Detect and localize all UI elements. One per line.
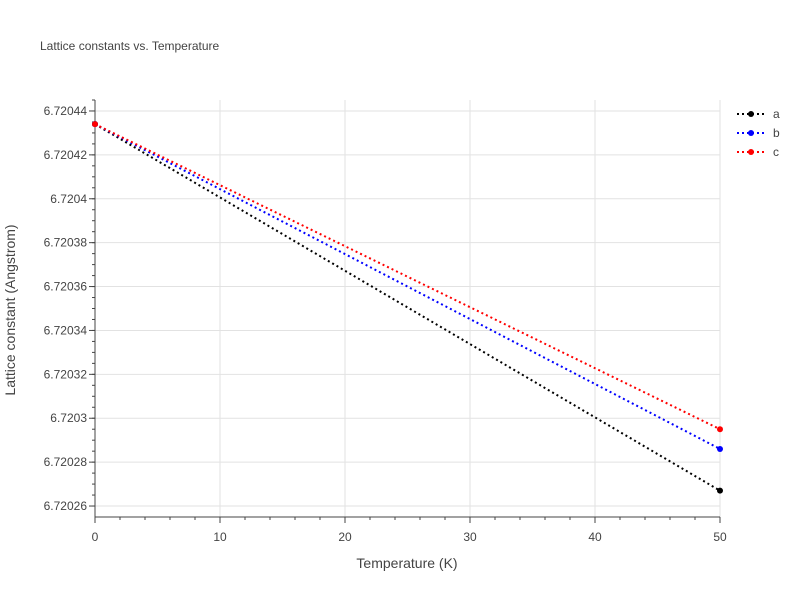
axis-layer: 0 10 20 30 40 50 6.72026 6.72028 6.7203 6.72032 6.…	[44, 99, 727, 544]
legend-swatch-marker	[748, 149, 754, 155]
data-point-c	[92, 121, 98, 128]
series-line-a	[94, 123, 721, 492]
data-point-b	[717, 445, 723, 452]
y-tick-label: 6.72032	[44, 367, 88, 381]
x-tick-label: 0	[92, 530, 99, 544]
x-axis-title: Temperature (K)	[356, 555, 457, 571]
legend-label: a	[773, 107, 780, 121]
series-line-b	[94, 123, 721, 450]
data-point-a	[717, 487, 723, 494]
y-tick-label: 6.72042	[44, 148, 88, 162]
chart-title: Lattice constants vs. Temperature	[40, 39, 220, 53]
legend-item-c[interactable]: c	[737, 145, 779, 159]
x-tick-label: 20	[338, 530, 352, 544]
legend-item-b[interactable]: b	[737, 126, 780, 140]
legend-swatch-marker	[748, 130, 754, 136]
y-tick-label: 6.72044	[44, 104, 88, 118]
legend-label: c	[773, 145, 779, 159]
y-tick-label: 6.7204	[50, 192, 87, 206]
y-tick-label: 6.72034	[44, 323, 88, 337]
legend-item-a[interactable]: a	[737, 107, 780, 121]
legend-swatch-marker	[748, 111, 754, 117]
x-tick-label: 30	[463, 530, 477, 544]
y-axis-title: Lattice constant (Angstrom)	[2, 224, 18, 395]
data-point-c	[717, 426, 723, 433]
y-tick-label: 6.7203	[50, 411, 87, 425]
legend[interactable]: abc	[737, 107, 780, 159]
y-tick-label: 6.72036	[44, 280, 88, 294]
y-tick-label: 6.72028	[44, 455, 88, 469]
x-tick-label: 40	[588, 530, 602, 544]
y-tick-label: 6.72038	[44, 236, 88, 250]
series-line-c	[94, 123, 721, 431]
legend-label: b	[773, 126, 780, 140]
y-tick-label: 6.72026	[44, 499, 88, 513]
x-tick-label: 10	[213, 530, 227, 544]
series-layer	[92, 121, 723, 494]
grid-layer	[95, 100, 721, 517]
x-tick-label: 50	[713, 530, 727, 544]
